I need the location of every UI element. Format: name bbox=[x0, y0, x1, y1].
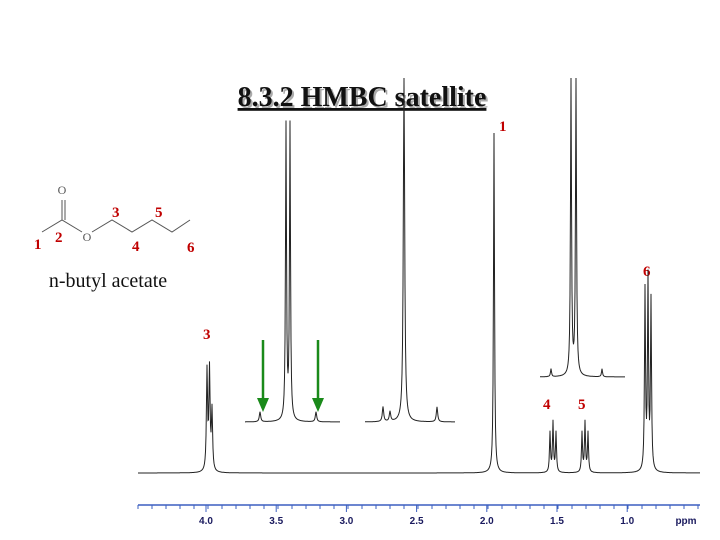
bonds bbox=[41, 200, 191, 233]
arrow-head bbox=[257, 398, 269, 412]
tick-label: 2.0 bbox=[480, 516, 494, 527]
trace bbox=[138, 132, 700, 474]
atom-label: 5 bbox=[155, 205, 163, 221]
axis-unit: ppm bbox=[675, 516, 696, 527]
peak-label: 3 bbox=[203, 327, 211, 343]
title: 8.3.2 HMBC satellite bbox=[238, 82, 487, 113]
molecule bbox=[41, 200, 191, 233]
atom-label: 1 bbox=[34, 237, 42, 253]
atom-label: 3 bbox=[112, 205, 120, 221]
peak-label: 6 bbox=[643, 264, 651, 280]
tick-label: 4.0 bbox=[199, 516, 213, 527]
atom-label: 4 bbox=[132, 239, 140, 255]
peak-label: 4 bbox=[543, 397, 551, 413]
tick-label: 1.5 bbox=[550, 516, 564, 527]
atom-label: 6 bbox=[187, 240, 195, 256]
trace bbox=[245, 120, 340, 423]
arrow-head bbox=[312, 398, 324, 412]
tick-label: 1.0 bbox=[620, 516, 634, 527]
peak-label: 5 bbox=[578, 397, 586, 413]
title-shadow: 8.3.2 HMBC satellite bbox=[240, 84, 489, 115]
oxygen: O bbox=[58, 183, 67, 197]
atom-label: 2 bbox=[55, 230, 63, 246]
arrows bbox=[257, 340, 324, 412]
trace bbox=[540, 77, 625, 378]
tick-label: 3.5 bbox=[269, 516, 283, 527]
trace bbox=[365, 77, 455, 423]
tick-label: 2.5 bbox=[410, 516, 424, 527]
compound-name: n-butyl acetate bbox=[49, 270, 167, 292]
tick-label: 3.0 bbox=[339, 516, 353, 527]
peak-label: 1 bbox=[499, 119, 507, 135]
oxygen: O bbox=[83, 230, 92, 244]
axis: 4.0 3.5 3.0 2.5 2.0 1.5 1.0 ppm bbox=[137, 505, 699, 527]
spectrum bbox=[138, 77, 700, 474]
